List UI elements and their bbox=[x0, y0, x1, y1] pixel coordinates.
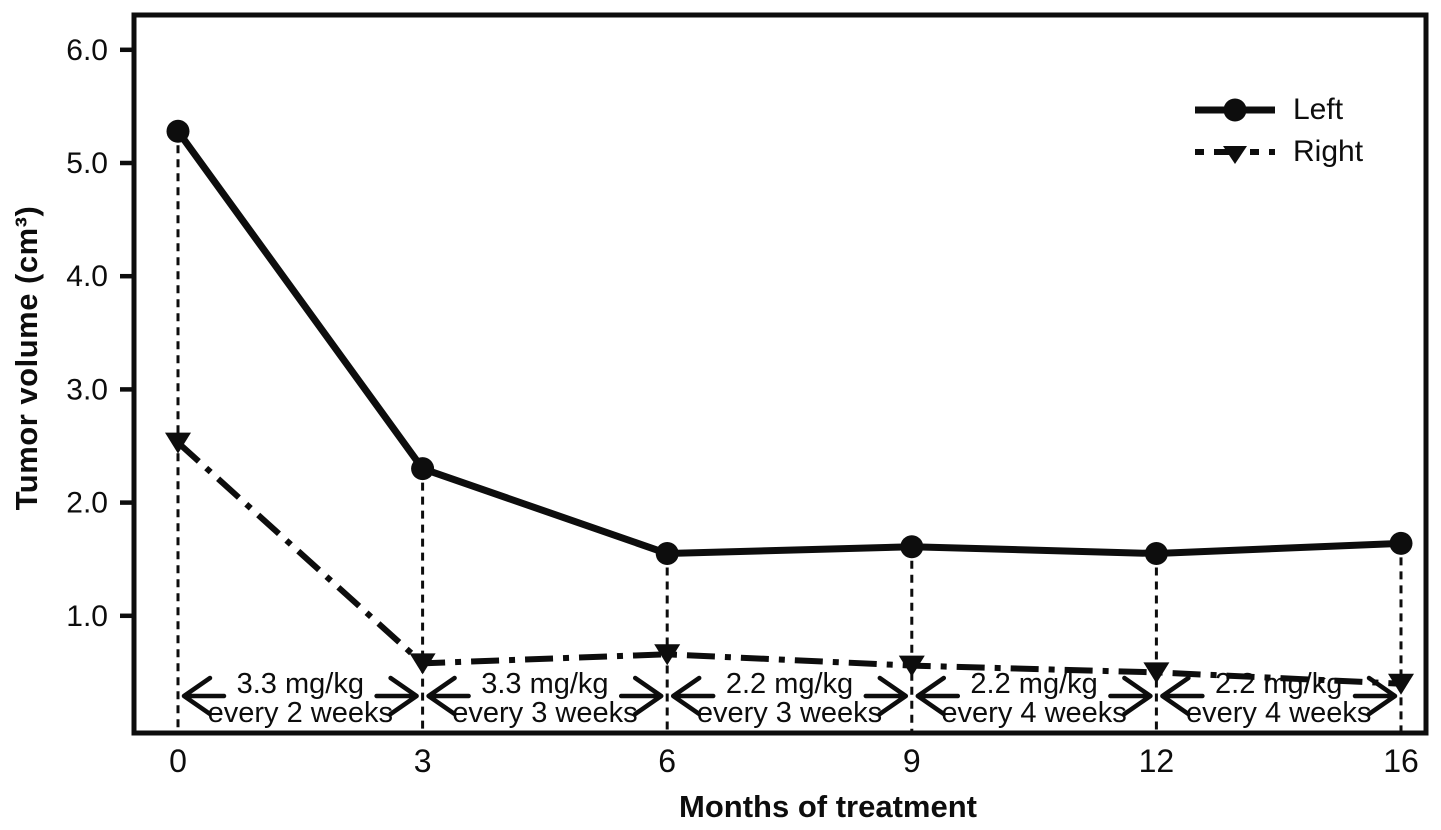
dose-annotation-line1: 3.3 mg/kg bbox=[481, 668, 608, 700]
legend: Left Right bbox=[1193, 94, 1363, 168]
y-axis-title: Tumor volume (cm³) bbox=[9, 205, 44, 511]
right-series-marker bbox=[409, 653, 436, 675]
dose-arrow-right-icon bbox=[1108, 675, 1153, 717]
y-tick-label: 4.0 bbox=[66, 260, 108, 293]
right-series-marker bbox=[1388, 673, 1414, 695]
x-tick-label: 3 bbox=[414, 743, 432, 779]
legend-left-line-sample bbox=[1195, 98, 1275, 122]
legend-label-left: Left bbox=[1293, 93, 1344, 126]
left-series-line bbox=[175, 129, 1402, 558]
legend-item-right: Right bbox=[1193, 136, 1363, 168]
dose-annotation-line1: 2.2 mg/kg bbox=[970, 668, 1097, 700]
legend-right-line-sample bbox=[1195, 146, 1275, 164]
x-tick-label: 6 bbox=[658, 743, 676, 779]
dose-arrow-left-icon bbox=[1160, 675, 1205, 717]
right-series-marker bbox=[1143, 662, 1170, 684]
x-axis-title: Months of treatment bbox=[679, 789, 977, 824]
left-series-marker bbox=[655, 542, 679, 566]
dose-annotation-line2: every 4 weeks bbox=[1186, 697, 1371, 729]
dose-arrow-left-icon bbox=[426, 675, 471, 717]
dose-annotation-line2: every 3 weeks bbox=[452, 697, 637, 729]
dose-arrow-left-icon bbox=[181, 675, 227, 717]
right-series-marker bbox=[898, 655, 925, 677]
dose-annotation-line2: every 2 weeks bbox=[208, 697, 393, 729]
dose-arrow-left-icon bbox=[915, 675, 961, 717]
legend-triangle-marker-icon bbox=[1223, 146, 1247, 164]
dose-arrow-right-icon bbox=[863, 675, 909, 717]
left-series-marker bbox=[166, 119, 190, 143]
right-series-line bbox=[175, 440, 1402, 687]
dose-arrow-right-icon bbox=[374, 675, 419, 717]
left-series-marker bbox=[1389, 531, 1413, 555]
x-tick-label: 0 bbox=[169, 743, 187, 779]
y-tick-label: 1.0 bbox=[66, 600, 108, 633]
legend-item-left: Left bbox=[1193, 94, 1363, 126]
x-tick-label: 16 bbox=[1383, 743, 1419, 779]
left-series-marker bbox=[900, 535, 924, 559]
dose-arrow-left-icon bbox=[670, 675, 716, 717]
x-tick-label: 9 bbox=[903, 743, 921, 779]
right-series-marker bbox=[654, 644, 681, 666]
legend-label-right: Right bbox=[1293, 135, 1364, 168]
dose-annotation-line1: 3.3 mg/kg bbox=[237, 668, 364, 700]
left-series-marker bbox=[1144, 542, 1168, 566]
y-tick-label: 2.0 bbox=[66, 487, 108, 520]
right-series-marker bbox=[165, 432, 191, 454]
plot-border bbox=[131, 12, 1429, 736]
dose-annotation-line1: 2.2 mg/kg bbox=[726, 668, 853, 700]
x-tick-label: 12 bbox=[1139, 743, 1175, 779]
y-tick-label: 6.0 bbox=[66, 34, 108, 67]
dose-arrow-right-icon bbox=[618, 675, 664, 717]
dose-annotation-line2: every 3 weeks bbox=[697, 697, 882, 729]
y-tick-label: 5.0 bbox=[66, 147, 108, 180]
legend-circle-marker-icon bbox=[1223, 98, 1247, 122]
y-tick-label: 3.0 bbox=[66, 373, 108, 406]
dose-annotation-line2: every 4 weeks bbox=[941, 697, 1126, 729]
dose-annotation-line1: 2.2 mg/kg bbox=[1215, 668, 1342, 700]
left-series-marker bbox=[411, 457, 435, 481]
